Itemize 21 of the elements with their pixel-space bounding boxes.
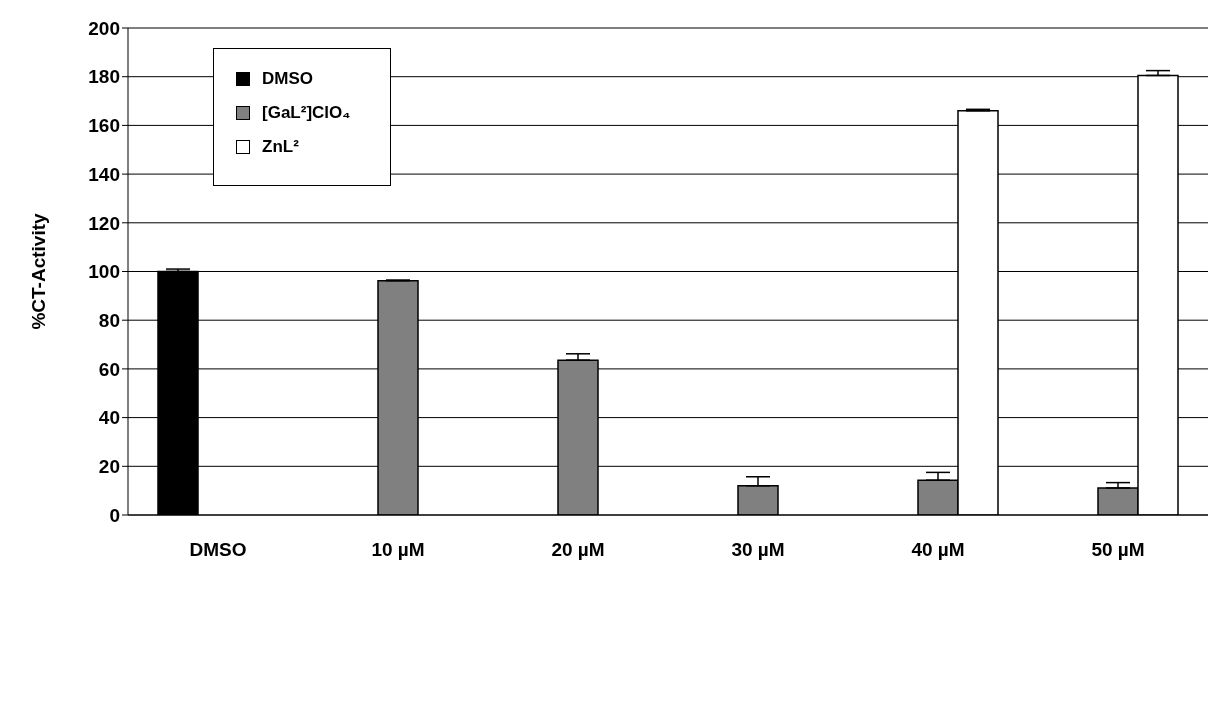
y-tick-label: 200 <box>88 17 120 39</box>
legend-label: DMSO <box>262 69 313 89</box>
x-tick-label: 50 µM <box>1091 539 1145 561</box>
y-tick-label: 80 <box>98 309 120 331</box>
y-tick-label: 0 <box>109 504 120 526</box>
y-tick-label: 160 <box>88 115 120 137</box>
y-tick-label: 20 <box>98 456 120 478</box>
legend-label: [GaL²]ClO₄ <box>262 103 351 123</box>
x-tick-label: 20 µM <box>551 539 605 561</box>
y-tick-label: 40 <box>98 407 120 429</box>
x-tick-label: DMSO <box>189 539 247 561</box>
y-tick-label: 60 <box>98 358 120 380</box>
x-tick-label: 30 µM <box>731 539 785 561</box>
y-tick-label: 100 <box>88 261 120 283</box>
x-tick-label: 40 µM <box>911 539 965 561</box>
y-tick-label: 140 <box>88 163 120 185</box>
legend-label: ZnL² <box>262 137 299 157</box>
y-axis-title: %CT-Activity <box>27 213 49 330</box>
x-tick-label: 10 µM <box>371 539 425 561</box>
y-tick-label: 180 <box>88 66 120 88</box>
y-tick-label: 120 <box>88 212 120 234</box>
